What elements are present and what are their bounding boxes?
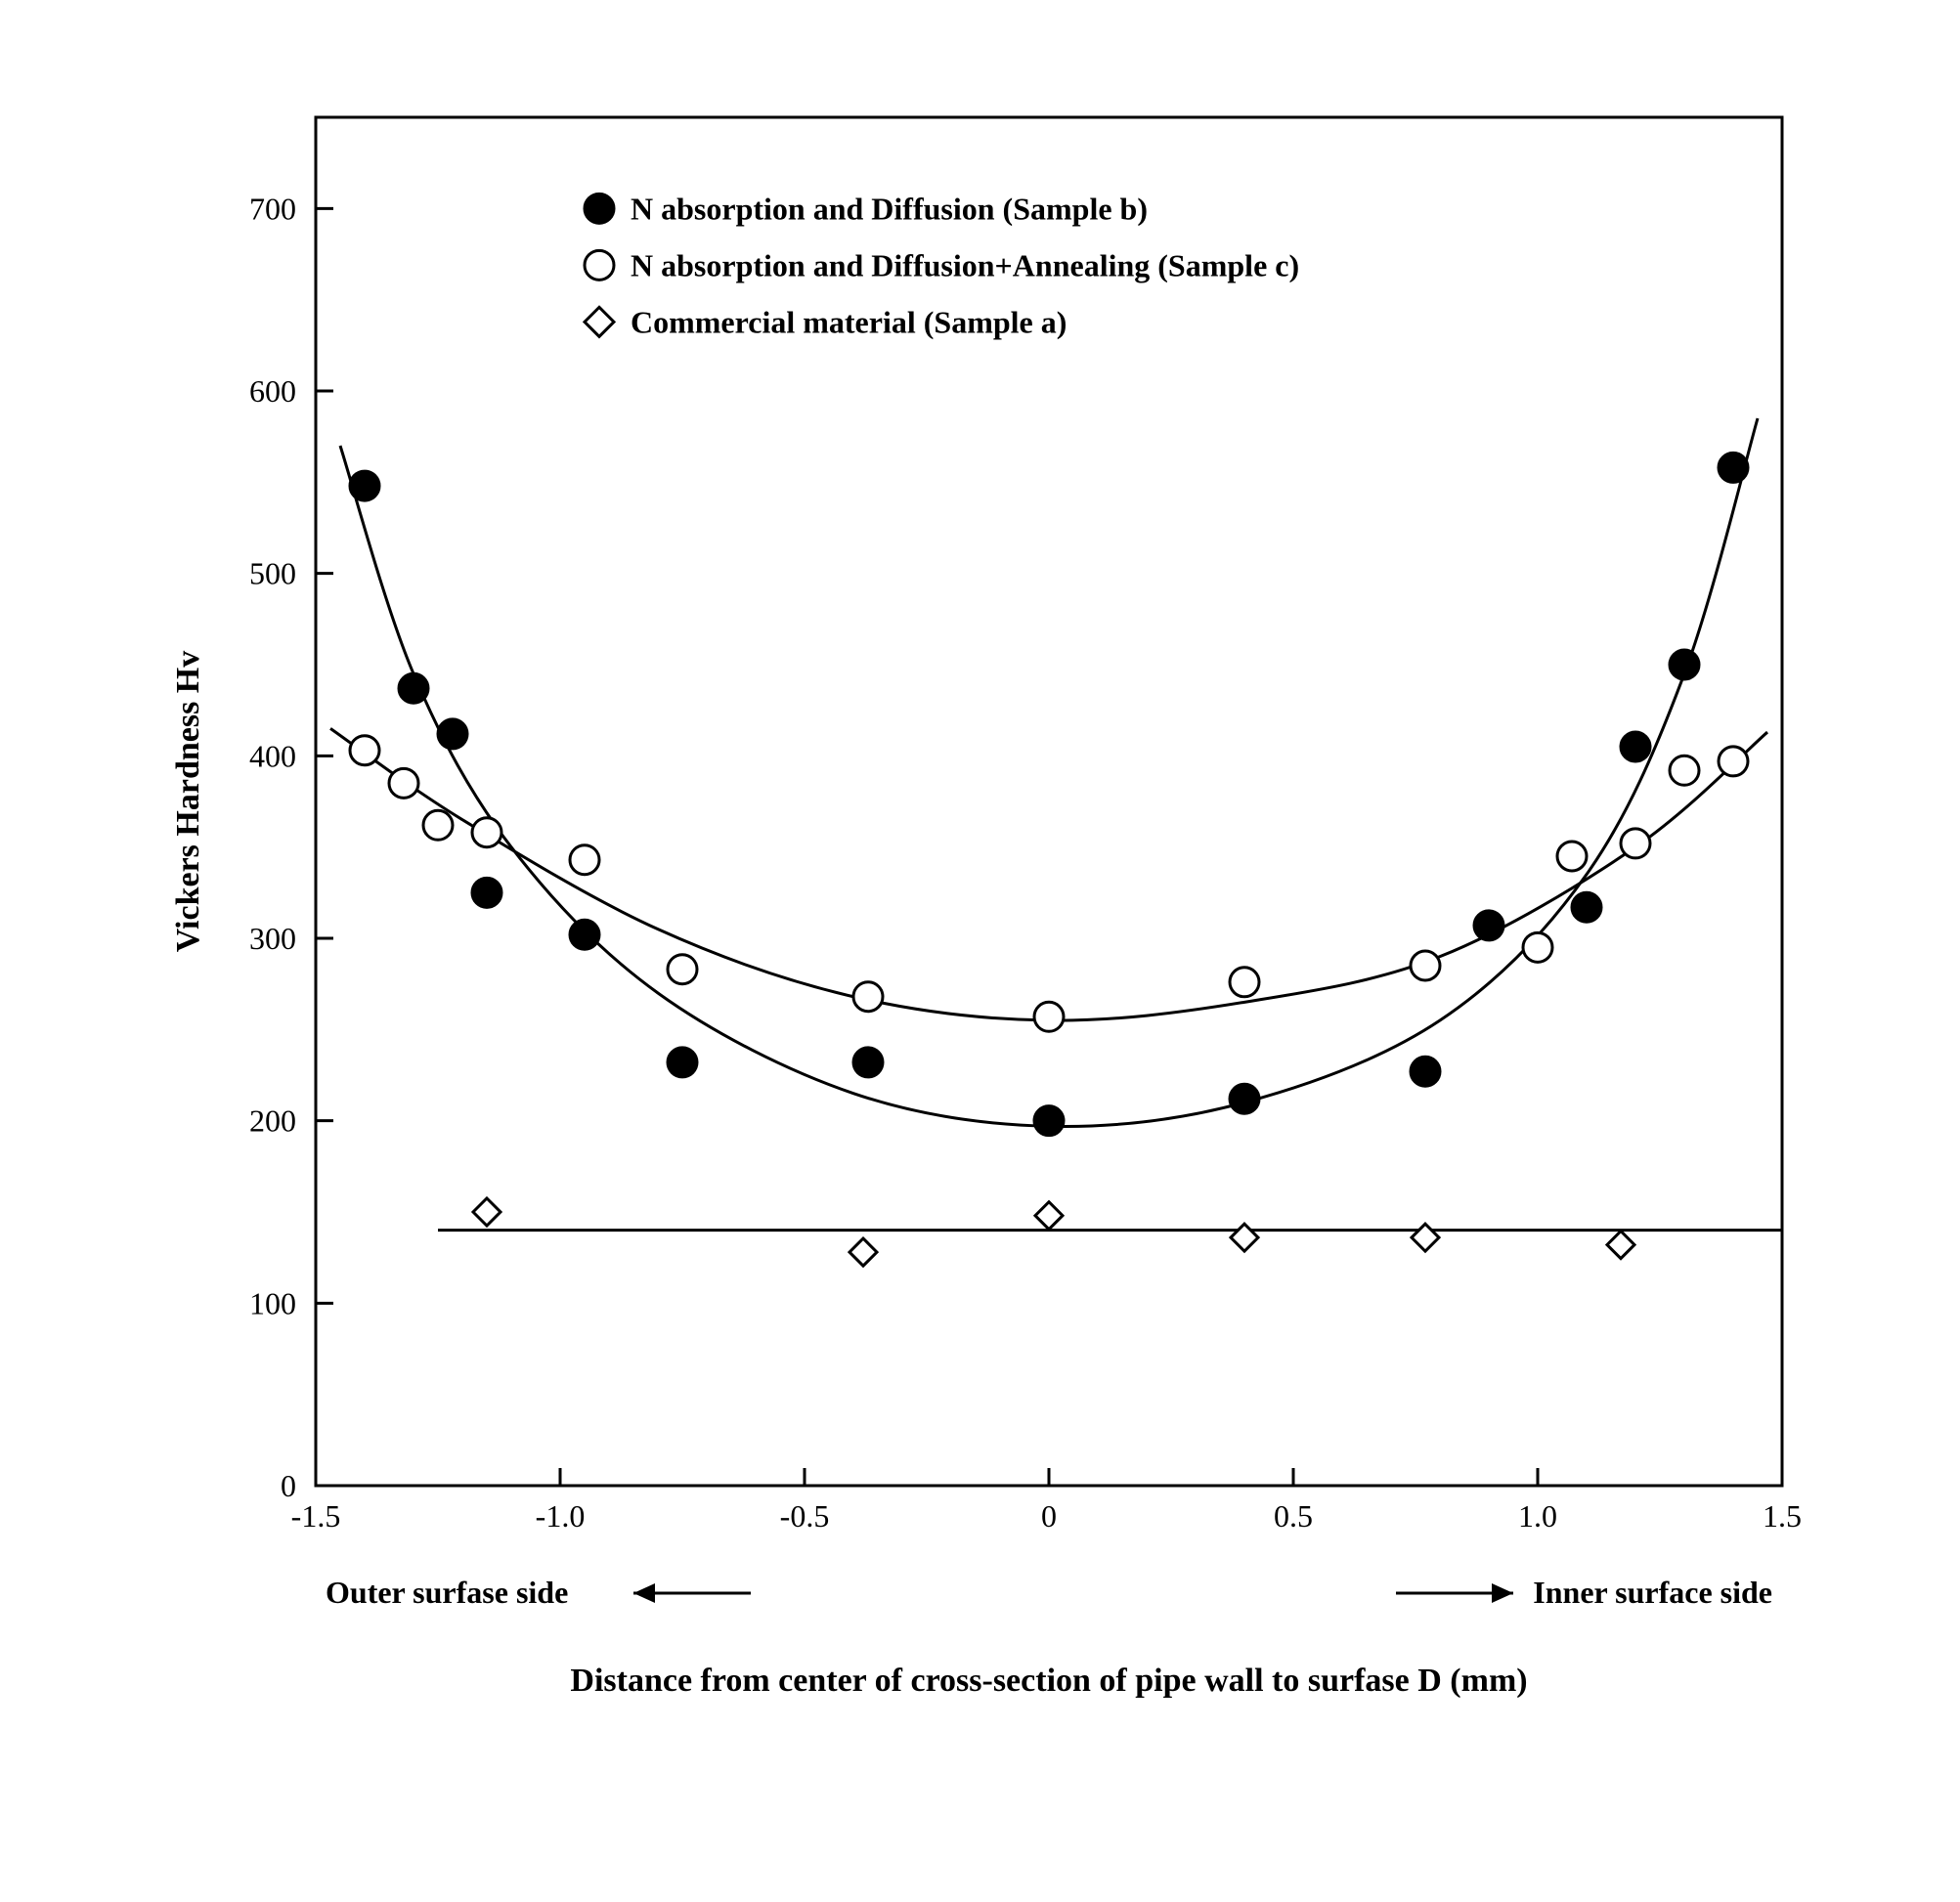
marker-open-circle <box>1719 747 1748 776</box>
chart-svg: 0100200300400500600700-1.5-1.0-0.500.51.… <box>101 39 1860 1798</box>
marker-open-circle <box>472 818 501 847</box>
marker-open-circle <box>1034 1002 1064 1031</box>
outer-side-label: Outer surfase side <box>326 1575 568 1610</box>
y-tick-label: 200 <box>249 1103 296 1139</box>
x-tick-label: -1.0 <box>535 1498 585 1534</box>
y-tick-label: 400 <box>249 738 296 773</box>
marker-filled-circle <box>1572 892 1601 922</box>
y-axis-label: Vickers Hardness Hv <box>170 651 206 953</box>
marker-filled-circle <box>350 471 379 500</box>
legend-label: N absorption and Diffusion (Sample b) <box>631 191 1148 226</box>
marker-filled-circle <box>1719 453 1748 482</box>
marker-open-circle <box>1411 951 1440 980</box>
marker-open-circle <box>1670 756 1699 785</box>
marker-filled-circle <box>472 878 501 907</box>
x-tick-label: 1.5 <box>1763 1498 1802 1534</box>
hardness-chart: 0100200300400500600700-1.5-1.0-0.500.51.… <box>101 39 1860 1798</box>
marker-filled-circle <box>1670 650 1699 679</box>
marker-open-circle <box>423 810 453 840</box>
arrow-left-icon <box>633 1583 655 1603</box>
y-tick-label: 600 <box>249 373 296 409</box>
y-tick-label: 500 <box>249 556 296 591</box>
legend-label: Commercial material (Sample a) <box>631 304 1067 339</box>
legend-marker-open-circle <box>585 250 614 280</box>
y-tick-label: 700 <box>249 191 296 226</box>
marker-filled-circle <box>1411 1057 1440 1086</box>
legend-label: N absorption and Diffusion+Annealing (Sa… <box>631 247 1299 282</box>
marker-open-circle <box>853 982 883 1012</box>
marker-open-circle <box>1557 842 1587 871</box>
marker-open-circle <box>1523 932 1552 962</box>
y-tick-label: 300 <box>249 921 296 956</box>
x-axis-label: Distance from center of cross-section of… <box>570 1663 1527 1699</box>
marker-filled-circle <box>438 719 467 749</box>
marker-filled-circle <box>399 673 428 703</box>
x-tick-label: -1.5 <box>290 1498 340 1534</box>
x-tick-label: -0.5 <box>779 1498 829 1534</box>
marker-open-circle <box>668 955 697 984</box>
marker-open-circle <box>389 768 418 798</box>
marker-filled-circle <box>570 920 599 949</box>
marker-open-circle <box>350 736 379 765</box>
legend-marker-filled-circle <box>585 194 614 223</box>
marker-filled-circle <box>1034 1106 1064 1136</box>
y-tick-label: 100 <box>249 1285 296 1320</box>
marker-open-circle <box>1621 829 1650 858</box>
marker-open-circle <box>570 845 599 875</box>
marker-open-circle <box>1230 968 1259 997</box>
marker-filled-circle <box>853 1048 883 1077</box>
x-tick-label: 0 <box>1041 1498 1057 1534</box>
x-tick-label: 0.5 <box>1274 1498 1313 1534</box>
marker-filled-circle <box>1621 732 1650 761</box>
marker-filled-circle <box>668 1048 697 1077</box>
marker-filled-circle <box>1474 911 1503 940</box>
marker-filled-circle <box>1230 1084 1259 1113</box>
inner-side-label: Inner surface side <box>1533 1575 1772 1610</box>
x-tick-label: 1.0 <box>1518 1498 1557 1534</box>
arrow-right-icon <box>1492 1583 1513 1603</box>
